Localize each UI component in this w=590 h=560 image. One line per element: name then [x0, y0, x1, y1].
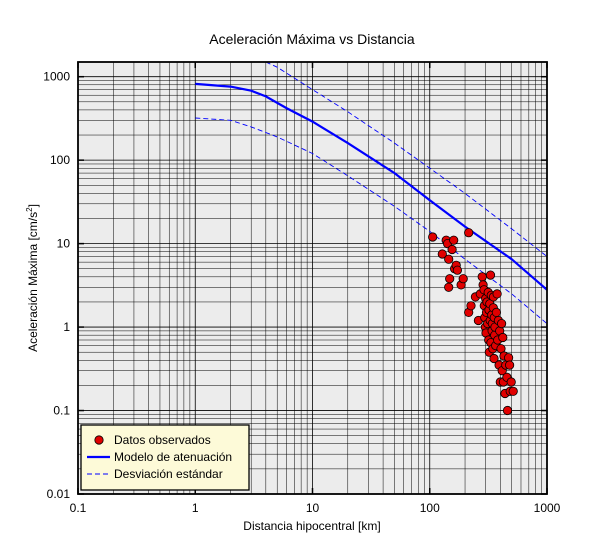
legend: Datos observados Modelo de atenuación De…	[80, 424, 250, 491]
y-tick-label: 10	[57, 237, 71, 251]
x-tick-label: 1000	[534, 501, 561, 515]
observed-points	[428, 228, 518, 416]
data-point	[445, 274, 455, 284]
data-point	[447, 244, 457, 255]
data-point	[508, 386, 518, 396]
data-point	[491, 307, 501, 317]
legend-marker-observed	[94, 435, 104, 445]
data-point	[502, 405, 513, 416]
x-tick-label: 0.1	[70, 501, 87, 515]
upper-deviation-line	[265, 61, 548, 257]
data-point	[485, 270, 496, 280]
y-tick-label: 0.01	[47, 487, 71, 501]
data-point	[444, 282, 454, 292]
data-point	[466, 301, 476, 311]
chart-title: Aceleración Máxima vs Distancia	[209, 31, 415, 47]
y-tick-label: 1000	[43, 70, 70, 84]
data-point	[428, 232, 438, 242]
lower-deviation-line	[195, 117, 548, 324]
data-point	[504, 360, 515, 370]
legend-label-deviation: Desviación estándar	[114, 467, 223, 481]
x-tick-label: 10	[306, 501, 320, 515]
y-axis-label: Aceleración Máxima [cm/s2]	[25, 204, 40, 352]
data-point	[449, 235, 459, 245]
data-point	[498, 332, 508, 343]
data-point	[477, 272, 487, 282]
legend-label-observed: Datos observados	[114, 433, 211, 447]
y-tick-label: 100	[50, 153, 70, 167]
data-point	[489, 353, 499, 364]
y-tick-label: 1	[63, 320, 70, 334]
y-tick-label: 0.1	[53, 404, 70, 418]
data-point	[437, 249, 447, 259]
data-point	[506, 377, 516, 387]
plot-area	[77, 61, 548, 495]
data-point	[458, 274, 468, 284]
x-tick-label: 100	[420, 501, 440, 515]
legend-label-model: Modelo de atenuación	[114, 450, 232, 464]
data-point	[492, 289, 502, 299]
x-axis-label: Distancia hipocentral [km]	[243, 519, 380, 533]
data-point	[464, 228, 474, 238]
data-point	[444, 254, 454, 264]
grid	[78, 62, 547, 494]
data-point	[496, 318, 507, 329]
data-point	[452, 265, 462, 275]
x-tick-label: 1	[192, 501, 199, 515]
